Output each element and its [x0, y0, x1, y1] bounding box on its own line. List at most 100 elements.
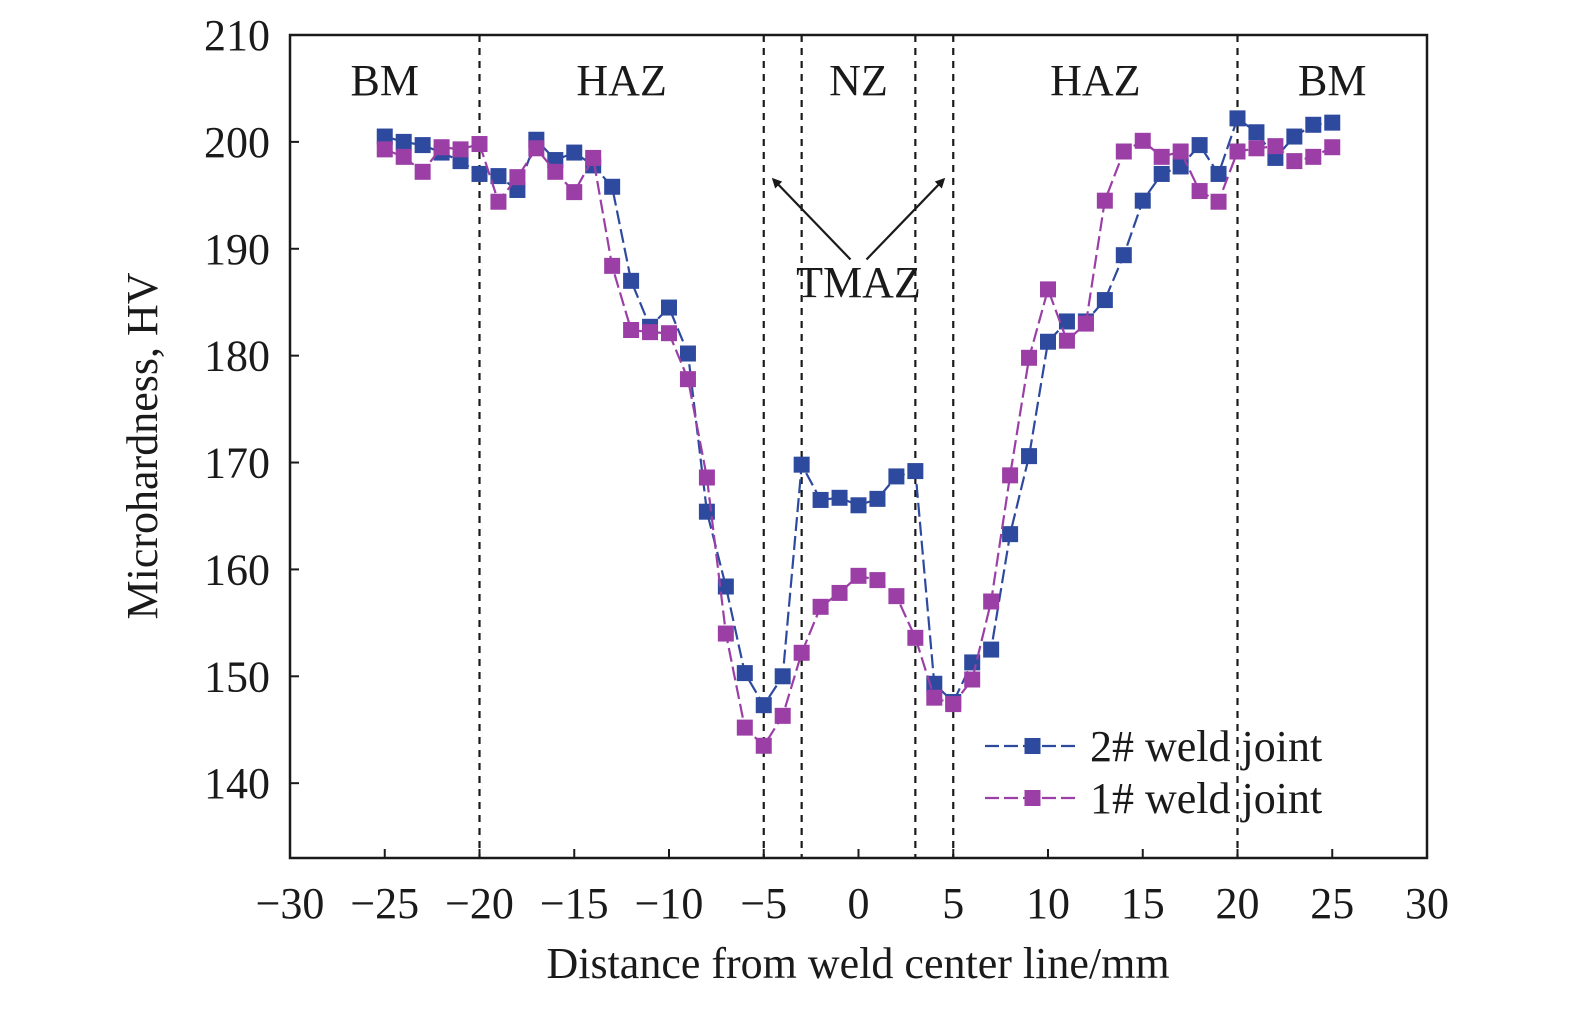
data-point-marker: [774, 668, 791, 685]
data-point-marker: [1248, 124, 1265, 141]
x-tick-label: 15: [1121, 879, 1165, 928]
data-point-marker: [1286, 128, 1303, 145]
y-tick-label: 140: [204, 759, 270, 808]
data-point-marker: [566, 144, 583, 161]
legend-item: 2# weld joint: [985, 722, 1322, 771]
data-point-marker: [1153, 148, 1170, 165]
data-point-marker: [623, 272, 640, 289]
data-point-marker: [414, 163, 431, 180]
data-point-marker: [717, 625, 734, 642]
data-point-marker: [604, 257, 621, 274]
x-tick-label: 30: [1405, 879, 1449, 928]
data-point-marker: [1172, 143, 1189, 160]
data-point-marker: [1058, 313, 1075, 330]
region-label-bm: BM: [351, 56, 419, 105]
data-point-marker: [1305, 148, 1322, 165]
legend-item: 1# weld joint: [985, 774, 1322, 823]
x-axis: −30 −25 −20 −15 −10 −5 0 5 10 15 20 25 30: [256, 849, 1449, 928]
data-point-marker: [983, 641, 1000, 658]
y-tick-label: 210: [204, 11, 270, 60]
data-point-marker: [1210, 165, 1227, 182]
data-point-marker: [1115, 143, 1132, 160]
data-point-marker: [755, 737, 772, 754]
data-point-marker: [698, 469, 715, 486]
annotation-text: TMAZ: [796, 258, 921, 307]
data-point-marker: [888, 468, 905, 485]
data-point-marker: [395, 133, 412, 150]
y-tick-label: 170: [204, 439, 270, 488]
x-tick-label: −20: [445, 879, 514, 928]
data-point-marker: [1248, 140, 1265, 157]
x-tick-label: −15: [540, 879, 609, 928]
x-axis-title: Distance from weld center line/mm: [546, 939, 1169, 988]
x-tick-label: 0: [848, 879, 870, 928]
data-point-marker: [376, 141, 393, 158]
data-point-marker: [850, 497, 867, 514]
data-point-marker: [376, 128, 393, 145]
data-point-marker: [1324, 114, 1341, 131]
y-tick-label: 160: [204, 545, 270, 594]
x-tick-label: 5: [942, 879, 964, 928]
data-point-marker: [679, 371, 696, 388]
data-point-marker: [1096, 292, 1113, 309]
data-point-marker: [793, 456, 810, 473]
data-point-marker: [566, 184, 583, 201]
x-tick-label: 25: [1310, 879, 1354, 928]
data-point-marker: [528, 140, 545, 157]
data-point-marker: [623, 321, 640, 338]
data-point-marker: [1002, 526, 1019, 543]
x-tick-label: −5: [740, 879, 787, 928]
y-tick-label: 150: [204, 652, 270, 701]
data-point-marker: [1021, 448, 1038, 465]
data-point-marker: [661, 325, 677, 342]
y-tick-label: 190: [204, 225, 270, 274]
legend-label: 1# weld joint: [1090, 774, 1322, 823]
data-point-marker: [642, 324, 659, 341]
region-labels: BM HAZ NZ HAZ BM: [351, 56, 1367, 105]
annotation-arrow: [865, 177, 946, 261]
data-point-marker: [1058, 332, 1075, 349]
data-point-marker: [1040, 333, 1056, 350]
data-point-marker: [509, 169, 526, 186]
data-point-marker: [812, 491, 829, 508]
data-point-marker: [907, 629, 924, 646]
data-point-marker: [1305, 116, 1322, 133]
data-point-marker: [1021, 349, 1038, 366]
data-point-marker: [945, 696, 962, 713]
data-point-marker: [1229, 110, 1246, 127]
data-point-marker: [509, 181, 526, 198]
data-point-marker: [1002, 467, 1019, 484]
data-point-marker: [888, 588, 905, 605]
data-point-marker: [490, 168, 507, 185]
data-point-marker: [452, 141, 469, 158]
data-point-marker: [414, 137, 431, 154]
data-point-marker: [604, 178, 621, 195]
data-point-marker: [471, 136, 488, 153]
y-tick-label: 180: [204, 332, 270, 381]
region-label-haz: HAZ: [1050, 56, 1140, 105]
data-point-marker: [433, 139, 450, 156]
data-point-marker: [547, 163, 564, 180]
series-line: [384, 117, 1333, 707]
series-2: [376, 132, 1341, 754]
data-point-marker: [1096, 192, 1113, 209]
data-point-marker: [736, 719, 753, 736]
y-tick-label: 200: [204, 118, 270, 167]
series-1: [376, 110, 1341, 714]
data-point-marker: [585, 149, 602, 166]
data-point-marker: [679, 345, 696, 362]
data-point-marker: [1040, 281, 1056, 298]
data-point-marker: [471, 165, 488, 182]
data-point-marker: [490, 193, 507, 210]
x-tick-label: −25: [350, 879, 419, 928]
series-line: [384, 139, 1333, 747]
data-point-marker: [831, 489, 848, 506]
tmaz-annotation: TMAZ: [771, 177, 946, 307]
y-axis-title: Microhardness, HV: [118, 272, 167, 619]
legend-label: 2# weld joint: [1090, 722, 1322, 771]
data-point-marker: [736, 665, 753, 682]
data-point-marker: [755, 697, 772, 714]
